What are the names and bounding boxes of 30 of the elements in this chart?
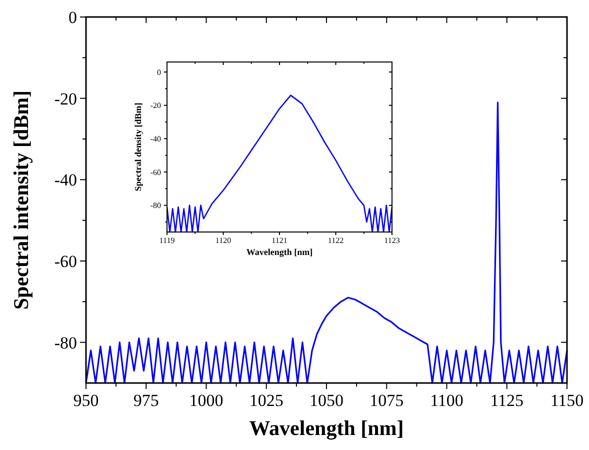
x-tick-label: 1075: [370, 391, 404, 410]
y-axis-title: Spectral intensity [dBm]: [9, 90, 33, 310]
x-tick-label: 1122: [328, 236, 344, 245]
y-tick-label: 0: [68, 8, 77, 27]
y-tick-label: -60: [150, 168, 161, 177]
x-tick-label: 1120: [215, 236, 232, 245]
x-tick-label: 1121: [272, 236, 288, 245]
x-tick-label: 950: [73, 391, 99, 410]
y-tick-label: -80: [150, 201, 161, 210]
y-tick-label: -20: [150, 101, 161, 110]
y-tick-label: -40: [54, 170, 77, 190]
x-axis-title: Wavelength [nm]: [246, 247, 313, 257]
x-tick-label: 1119: [159, 236, 175, 245]
x-tick-label: 1025: [249, 391, 284, 410]
y-tick-label: -40: [150, 134, 161, 144]
x-tick-label: 1125: [490, 391, 524, 410]
y-tick-label: -20: [54, 89, 77, 108]
x-tick-label: 1000: [189, 391, 224, 410]
y-tick-label: 0: [157, 68, 161, 77]
line-series: [85, 102, 568, 384]
x-axis-title: Wavelength [nm]: [249, 416, 404, 440]
y-tick-label: -80: [54, 333, 77, 352]
x-tick-label: 1050: [310, 391, 344, 410]
y-tick-label: -60: [54, 252, 77, 271]
x-tick-label: 975: [133, 391, 159, 410]
x-tick-label: 1150: [550, 391, 584, 410]
y-axis-title: Spectral density [dBm]: [133, 102, 143, 192]
line-series: [166, 94, 393, 233]
x-tick-label: 1123: [384, 236, 400, 245]
x-tick-label: 1100: [430, 391, 464, 410]
